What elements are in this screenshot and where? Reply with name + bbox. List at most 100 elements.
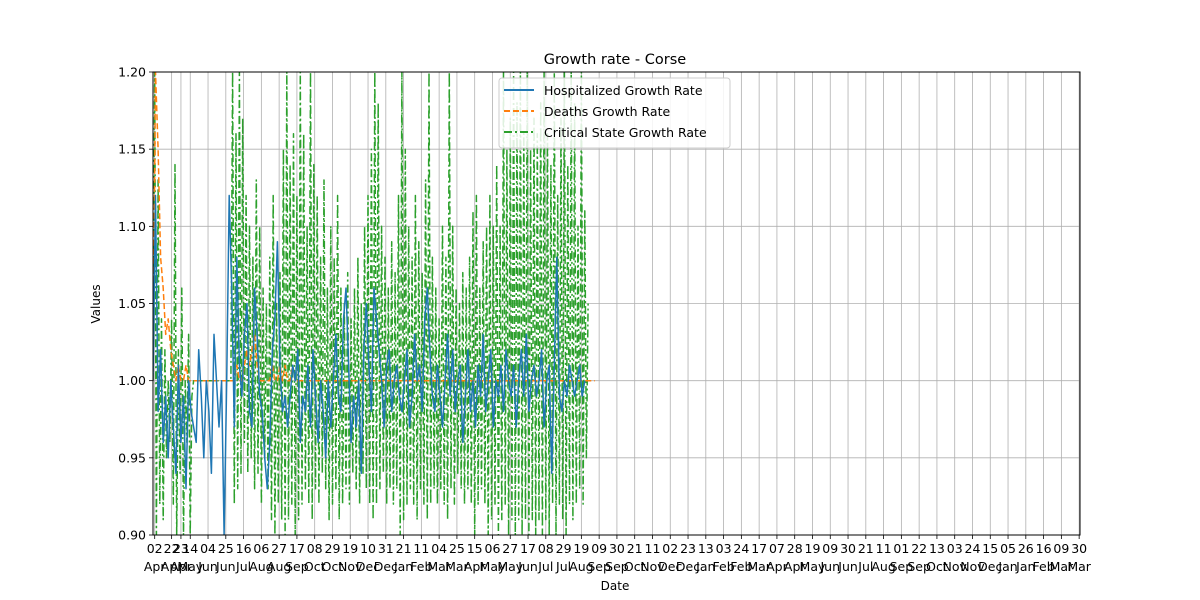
y-tick-label: 1.10 — [118, 219, 146, 234]
x-tick-day-label: 21 — [396, 541, 412, 556]
x-tick-day-label: 13 — [698, 541, 714, 556]
x-axis-ticks: 02Apr22Apr23Apr14May04Jun25Jun16Jul06Aug… — [144, 535, 1092, 574]
x-tick-day-label: 16 — [236, 541, 252, 556]
x-tick-month-label: Jun — [197, 559, 218, 574]
x-tick-month-label: May — [497, 559, 523, 574]
x-tick-day-label: 09 — [1053, 541, 1069, 556]
legend-label-deaths: Deaths Growth Rate — [544, 104, 670, 119]
x-tick-month-label: Apr — [464, 559, 486, 574]
x-tick-day-label: 06 — [485, 541, 501, 556]
series-line-hospitalized-growth-rate — [153, 194, 586, 535]
y-axis-label: Values — [89, 284, 103, 323]
x-tick-day-label: 24 — [965, 541, 981, 556]
x-tick-day-label: 09 — [822, 541, 838, 556]
x-tick-month-label: Sep — [890, 559, 914, 574]
x-tick-month-label: Jun — [819, 559, 840, 574]
x-tick-month-label: Jan — [997, 559, 1017, 574]
x-tick-day-label: 16 — [1036, 541, 1052, 556]
x-tick-month-label: Feb — [713, 559, 735, 574]
x-tick-month-label: Feb — [730, 559, 752, 574]
y-tick-label: 0.90 — [118, 528, 146, 543]
x-tick-day-label: 06 — [253, 541, 269, 556]
x-tick-day-label: 29 — [556, 541, 572, 556]
x-tick-day-label: 24 — [733, 541, 749, 556]
legend-label-critical: Critical State Growth Rate — [544, 125, 707, 140]
x-tick-month-label: Dec — [978, 559, 1002, 574]
x-tick-day-label: 10 — [360, 541, 376, 556]
x-tick-day-label: 04 — [200, 541, 216, 556]
x-tick-day-label: 04 — [431, 541, 447, 556]
x-tick-day-label: 13 — [929, 541, 945, 556]
x-tick-month-label: Sep — [907, 559, 931, 574]
x-tick-month-label: Jul — [555, 559, 571, 574]
x-tick-day-label: 19 — [573, 541, 589, 556]
x-tick-month-label: Mar — [427, 559, 451, 574]
x-tick-day-label: 03 — [947, 541, 963, 556]
x-tick-month-label: Dec — [356, 559, 380, 574]
x-tick-month-label: Aug — [871, 559, 895, 574]
x-tick-month-label: Jan — [695, 559, 715, 574]
y-tick-label: 1.15 — [118, 142, 146, 157]
x-tick-day-label: 31 — [378, 541, 394, 556]
x-tick-day-label: 08 — [538, 541, 554, 556]
x-tick-day-label: 17 — [289, 541, 305, 556]
x-tick-month-label: Dec — [676, 559, 700, 574]
x-tick-month-label: Jul — [857, 559, 873, 574]
x-tick-month-label: Sep — [605, 559, 629, 574]
x-tick-day-label: 11 — [645, 541, 661, 556]
y-tick-label: 1.00 — [118, 373, 146, 388]
x-tick-day-label: 05 — [1000, 541, 1016, 556]
x-tick-month-label: Oct — [304, 559, 326, 574]
x-tick-month-label: Feb — [410, 559, 432, 574]
x-tick-month-label: Apr — [161, 559, 183, 574]
x-tick-month-label: Jul — [235, 559, 251, 574]
x-tick-month-label: Mar — [1050, 559, 1074, 574]
x-tick-month-label: Aug — [267, 559, 291, 574]
x-tick-day-label: 30 — [609, 541, 625, 556]
x-tick-month-label: Jan — [393, 559, 413, 574]
x-tick-day-label: 07 — [769, 541, 785, 556]
x-tick-day-label: 17 — [751, 541, 767, 556]
x-tick-month-label: Sep — [587, 559, 611, 574]
x-tick-month-label: Sep — [285, 559, 309, 574]
x-tick-day-label: 09 — [591, 541, 607, 556]
x-tick-month-label: Jan — [1015, 559, 1035, 574]
x-tick-day-label: 26 — [1018, 541, 1034, 556]
x-tick-month-label: Nov — [338, 559, 363, 574]
x-tick-day-label: 28 — [787, 541, 803, 556]
x-tick-month-label: Dec — [374, 559, 398, 574]
x-tick-day-label: 14 — [182, 541, 198, 556]
x-tick-month-label: Nov — [640, 559, 665, 574]
x-tick-month-label: Apr — [144, 559, 166, 574]
x-tick-month-label: Nov — [943, 559, 968, 574]
x-tick-month-label: May — [480, 559, 506, 574]
x-tick-month-label: Oct — [624, 559, 646, 574]
x-tick-month-label: Apr — [766, 559, 788, 574]
x-tick-day-label: 11 — [413, 541, 429, 556]
x-tick-day-label: 02 — [662, 541, 678, 556]
y-axis-ticks: 0.90 0.95 1.00 1.05 1.10 1.15 1.20 — [118, 65, 153, 543]
x-tick-month-label: May — [177, 559, 203, 574]
x-tick-day-label: 15 — [467, 541, 483, 556]
x-tick-month-label: Mar — [445, 559, 469, 574]
x-tick-month-label: Aug — [569, 559, 593, 574]
x-tick-day-label: 19 — [805, 541, 821, 556]
x-tick-day-label: 30 — [840, 541, 856, 556]
y-tick-label: 1.20 — [118, 65, 146, 80]
chart-title: Growth rate - Corse — [544, 52, 687, 68]
x-tick-day-label: 29 — [325, 541, 341, 556]
x-axis-label: Date — [601, 579, 630, 593]
x-tick-month-label: Mar — [747, 559, 771, 574]
x-tick-day-label: 19 — [342, 541, 358, 556]
plot-area — [153, 72, 595, 535]
x-tick-day-label: 11 — [876, 541, 892, 556]
x-tick-month-label: Nov — [960, 559, 985, 574]
x-tick-month-label: Apr — [784, 559, 806, 574]
x-tick-month-label: Jun — [215, 559, 236, 574]
legend-box — [498, 77, 731, 149]
x-tick-month-label: Jul — [537, 559, 553, 574]
x-tick-day-label: 25 — [218, 541, 234, 556]
x-tick-month-label: Aug — [249, 559, 273, 574]
x-tick-day-label: 08 — [307, 541, 323, 556]
